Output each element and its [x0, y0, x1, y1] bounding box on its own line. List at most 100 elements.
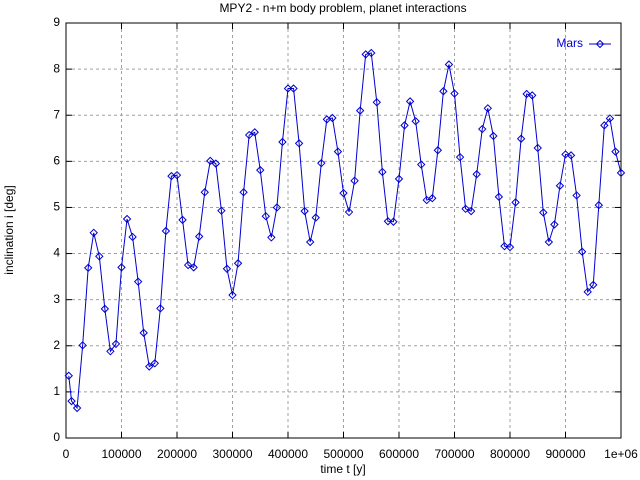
point-marker [611, 147, 620, 156]
point-marker [544, 237, 554, 247]
point-marker [305, 237, 315, 247]
point-marker [183, 260, 193, 270]
point-marker [178, 215, 187, 225]
point-marker [278, 137, 287, 147]
point-marker [339, 188, 348, 198]
point-marker [577, 247, 587, 256]
point-marker [455, 152, 465, 162]
x-tick-label: 300000 [212, 447, 252, 461]
point-marker [283, 84, 293, 93]
point-marker [450, 89, 459, 98]
point-marker [300, 206, 309, 216]
point-marker [616, 168, 626, 178]
y-tick-label: 2 [53, 338, 60, 352]
point-marker [67, 396, 76, 406]
y-tick-label: 7 [53, 107, 60, 121]
point-marker [233, 259, 243, 268]
point-marker [433, 146, 443, 155]
point-marker [527, 91, 537, 100]
point-marker [150, 359, 160, 368]
point-marker [400, 121, 409, 130]
y-tick-label: 3 [53, 292, 60, 306]
y-tick-label: 6 [53, 154, 60, 168]
point-marker [72, 403, 82, 413]
y-tick-label: 0 [53, 430, 60, 444]
point-marker [533, 143, 542, 153]
point-marker [478, 124, 487, 134]
point-marker [206, 156, 215, 166]
point-marker [239, 188, 248, 197]
point-marker [494, 192, 504, 202]
point-marker [483, 104, 493, 113]
point-marker [411, 117, 420, 126]
point-marker [228, 290, 237, 300]
y-tick-label: 9 [53, 15, 60, 29]
point-marker [244, 130, 254, 140]
x-tick-label: 600000 [379, 447, 419, 461]
point-marker [355, 106, 365, 115]
point-marker [111, 339, 121, 349]
point-marker [367, 48, 376, 58]
point-marker [122, 214, 132, 224]
chart-title: MPY2 - n+m body problem, planet interact… [219, 1, 466, 15]
point-marker [289, 84, 298, 93]
point-marker [211, 159, 221, 168]
point-marker [344, 207, 354, 217]
x-tick-label: 500000 [323, 447, 363, 461]
point-marker [505, 242, 515, 252]
point-marker [189, 263, 198, 272]
point-marker [333, 147, 343, 156]
point-marker [294, 139, 304, 148]
point-marker [439, 87, 448, 96]
point-marker [311, 213, 320, 222]
point-marker [272, 203, 282, 212]
point-marker [217, 206, 226, 215]
point-marker [106, 347, 115, 356]
point-marker [561, 150, 570, 159]
point-marker [522, 89, 531, 99]
point-marker [83, 263, 93, 273]
point-marker [589, 280, 598, 290]
point-marker [594, 200, 604, 210]
y-tick-label: 1 [53, 384, 60, 398]
point-marker [250, 128, 259, 137]
point-marker [383, 217, 393, 226]
y-tick-label: 4 [53, 246, 60, 260]
point-marker [328, 113, 337, 123]
point-marker [405, 97, 415, 106]
point-marker [145, 362, 154, 371]
point-marker [428, 194, 437, 203]
point-marker [267, 233, 276, 242]
point-marker [89, 228, 98, 238]
point-marker [550, 220, 559, 229]
point-marker [161, 226, 171, 236]
point-marker [256, 165, 265, 175]
point-marker [461, 204, 470, 214]
point-marker [372, 98, 382, 107]
point-marker [466, 206, 476, 216]
point-marker [261, 211, 271, 221]
x-tick-label: 900000 [545, 447, 585, 461]
point-marker [194, 232, 204, 241]
point-marker [139, 328, 148, 338]
point-marker [78, 341, 87, 350]
point-marker [64, 371, 73, 380]
point-marker [605, 114, 615, 123]
point-marker [378, 167, 387, 177]
point-marker [133, 277, 143, 286]
point-marker [516, 134, 526, 143]
point-marker [100, 304, 110, 314]
x-tick-label: 400000 [268, 447, 308, 461]
point-marker [511, 198, 520, 207]
series-line [68, 52, 622, 410]
x-axis-label: time t [y] [320, 462, 365, 476]
point-marker [222, 264, 232, 273]
point-marker [156, 304, 165, 313]
point-marker [350, 176, 359, 185]
x-tick-label: 1e+06 [604, 447, 638, 461]
x-tick-label: 0 [63, 447, 70, 461]
legend-label: Mars [556, 36, 583, 50]
point-marker [600, 121, 609, 130]
point-marker [317, 158, 326, 168]
point-marker [444, 60, 454, 69]
